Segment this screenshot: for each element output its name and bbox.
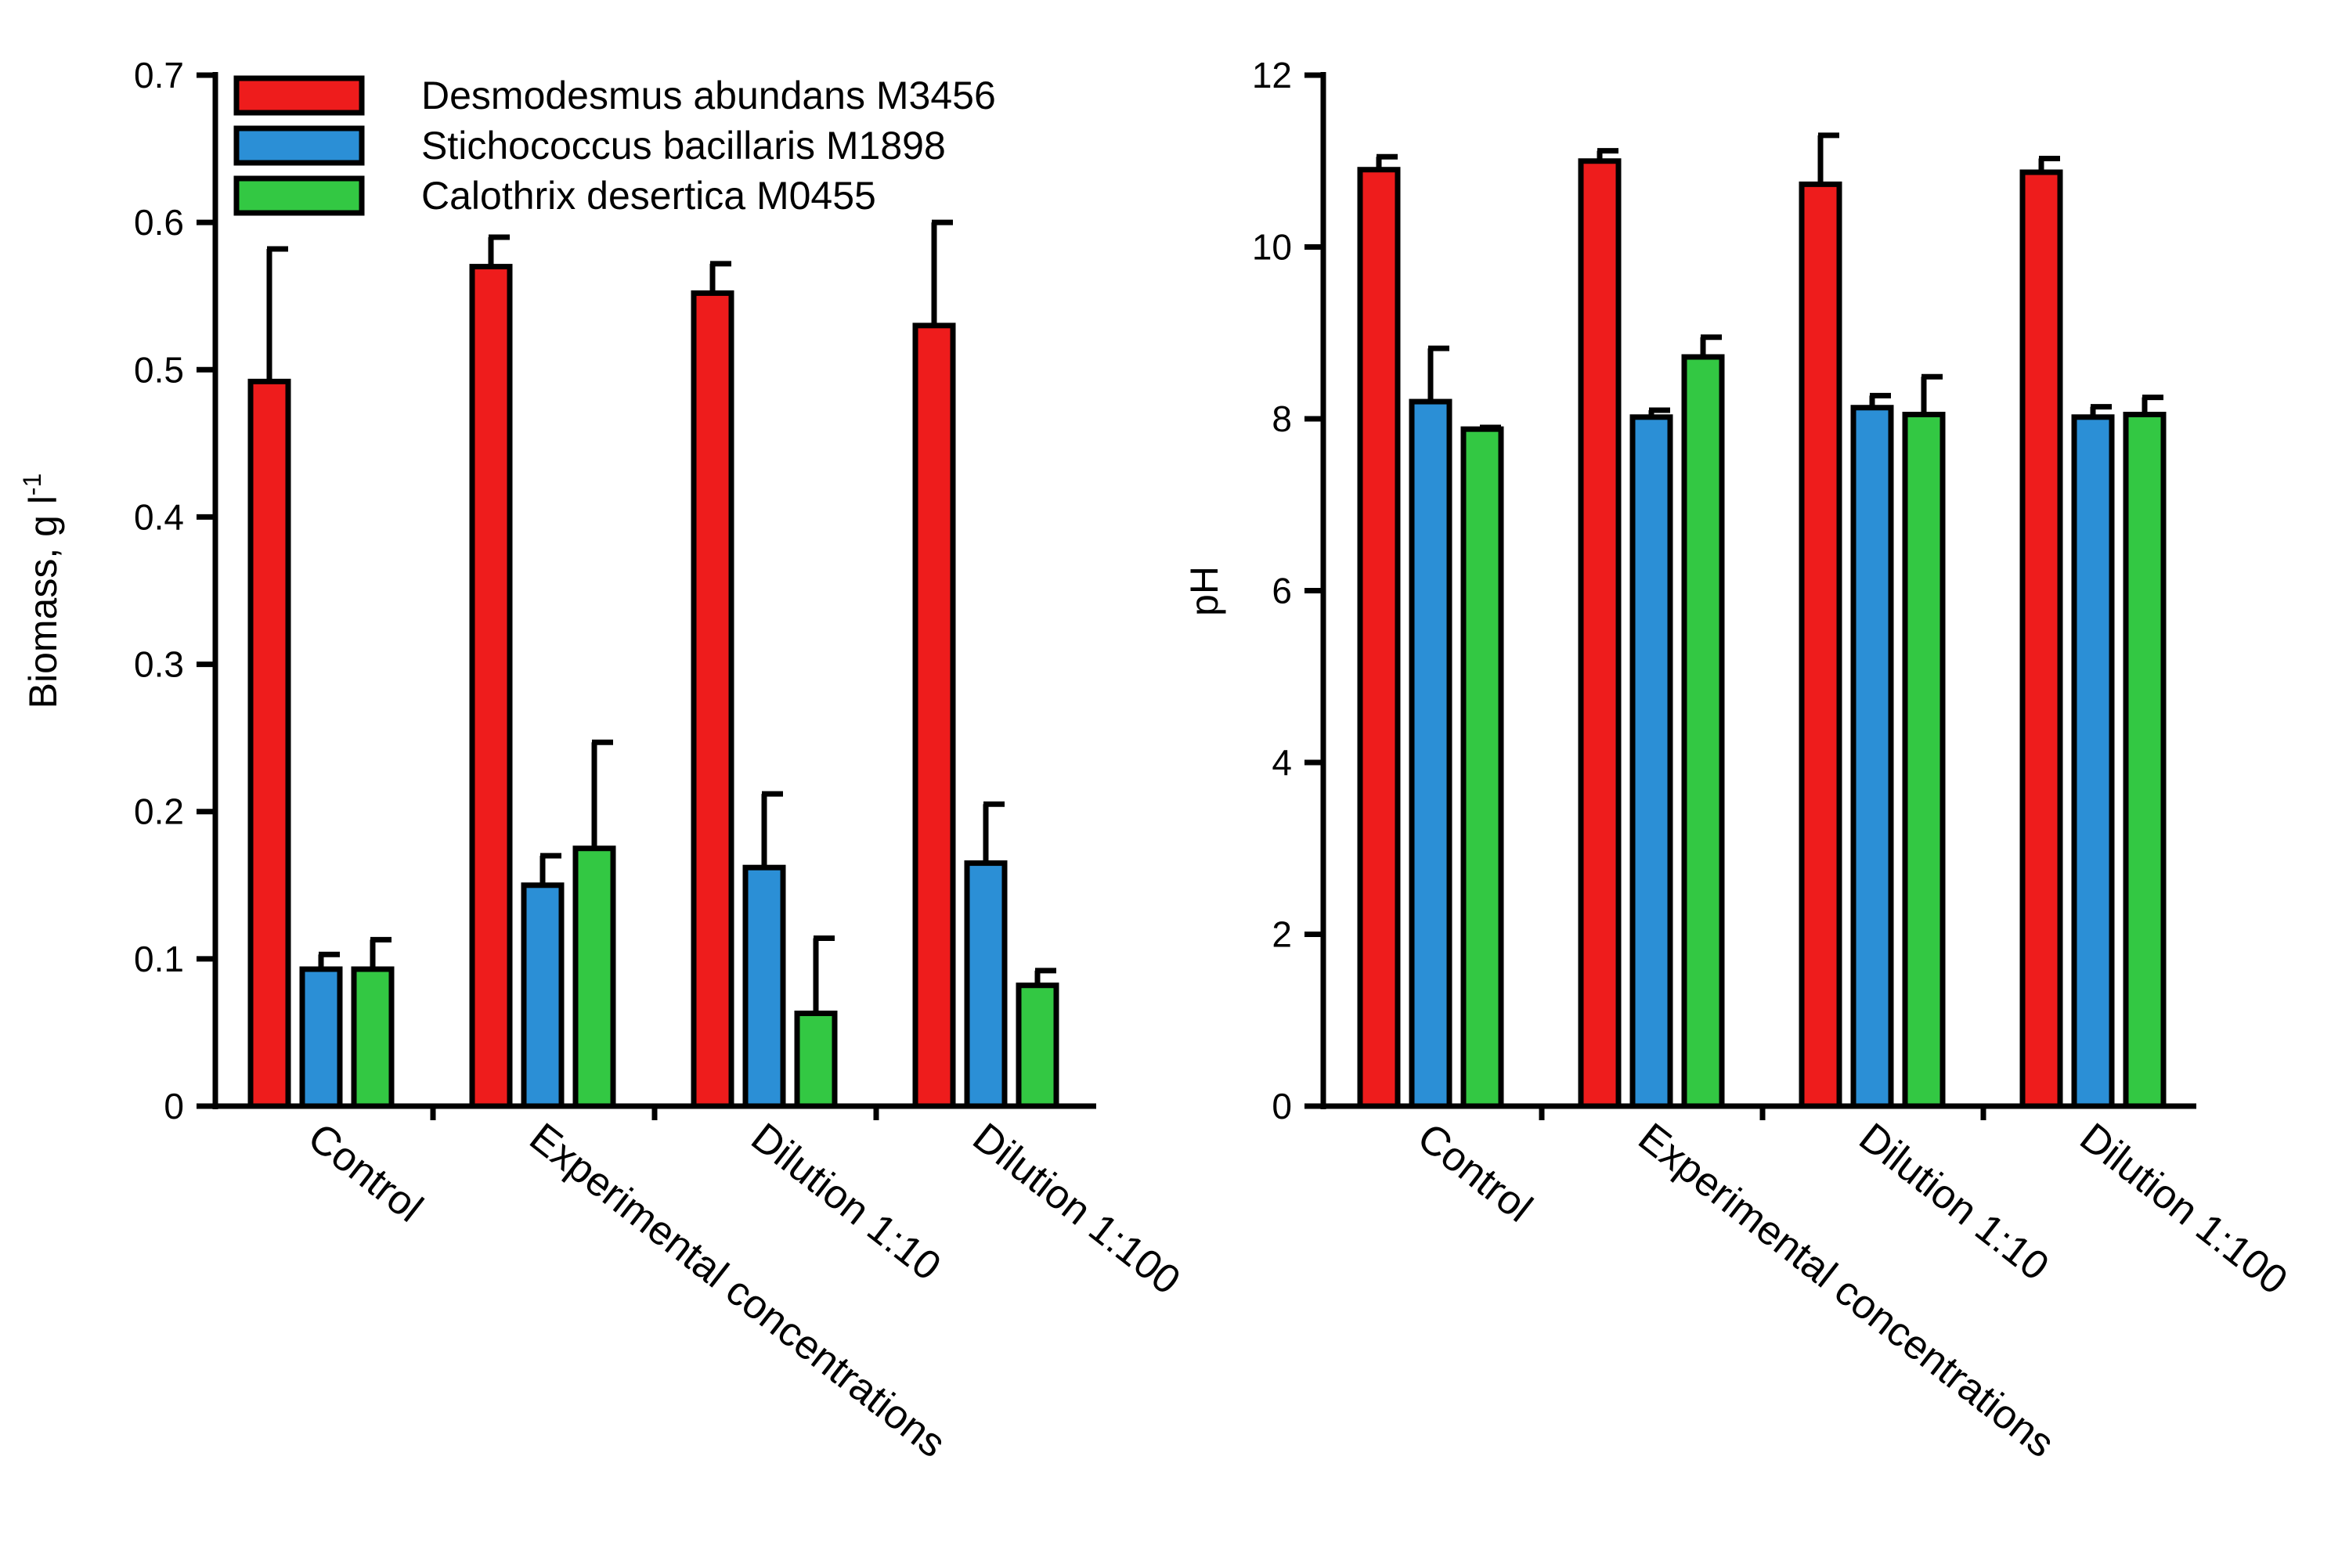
y-axis-title-superscript: -1 xyxy=(18,474,46,496)
y-tick-label: 0.6 xyxy=(134,202,184,243)
bar xyxy=(469,264,513,1109)
bar xyxy=(1681,354,1725,1109)
legend-swatch xyxy=(233,125,365,166)
y-tick-label: 0.4 xyxy=(134,496,184,537)
y-tick-label: 0.1 xyxy=(134,939,184,979)
y-axis-title-text: pH xyxy=(1182,566,1226,616)
bar xyxy=(742,864,786,1109)
legend-swatch xyxy=(233,75,365,116)
legend-label: Calothrix desertica M0455 xyxy=(421,174,876,218)
category-label: Dilution 1:100 xyxy=(2072,1115,2296,1303)
y-tick-label: 10 xyxy=(1252,227,1292,268)
bar xyxy=(794,1010,838,1109)
legend: Desmodesmus abundans M3456 Stichococcus b… xyxy=(233,74,996,218)
legend-label: Desmodesmus abundans M3456 xyxy=(421,74,996,117)
bar xyxy=(2019,169,2063,1109)
bar xyxy=(572,845,616,1109)
bar xyxy=(1016,982,1059,1109)
bar xyxy=(964,860,1008,1109)
category-label: Experimental concentrations xyxy=(1630,1115,2063,1467)
legend-label: Stichococcus bacillaris M1898 xyxy=(421,124,946,168)
y-tick-label: 2 xyxy=(1272,914,1292,955)
bar xyxy=(1357,167,1401,1109)
y-tick-label: 0.7 xyxy=(134,55,184,96)
bar xyxy=(299,966,343,1109)
y-tick-label: 4 xyxy=(1272,742,1292,783)
bar xyxy=(2123,412,2167,1109)
bar xyxy=(691,290,734,1109)
y-axis-title: Biomass, g l-1 xyxy=(18,474,65,709)
y-tick-label: 0.3 xyxy=(134,644,184,685)
bar xyxy=(1799,181,1842,1109)
y-tick-label: 6 xyxy=(1272,571,1292,611)
y-tick-label: 12 xyxy=(1252,55,1292,96)
y-tick-label: 8 xyxy=(1272,398,1292,439)
bar xyxy=(247,378,291,1109)
y-axis-title: pH xyxy=(1182,566,1226,616)
bar xyxy=(521,882,565,1109)
y-axis-title-text: Biomass, g l xyxy=(21,496,65,708)
bar xyxy=(912,323,956,1109)
y-tick-label: 0.5 xyxy=(134,349,184,390)
y-tick-label: 0 xyxy=(1272,1086,1292,1126)
bar xyxy=(1578,158,1622,1109)
bar xyxy=(351,966,395,1109)
category-label: Dilution 1:10 xyxy=(743,1115,950,1290)
category-label: Control xyxy=(300,1115,431,1231)
ph-panel: 0 2 4 6 8 10 12 Control Experimental concentrati… xyxy=(1182,55,2296,1466)
legend-swatch xyxy=(233,175,365,216)
bar xyxy=(1460,426,1504,1109)
bar xyxy=(1850,405,1894,1109)
y-tick-label: 0.2 xyxy=(134,791,184,832)
y-tick-label: 0 xyxy=(164,1086,184,1126)
category-label: Dilution 1:100 xyxy=(965,1115,1189,1303)
category-label: Experimental concentrations xyxy=(521,1115,954,1467)
bar xyxy=(1409,398,1452,1109)
biomass-panel: 0 0.1 0.2 0.3 0.4 0.5 0.6 0.7 Control Experimenta… xyxy=(18,55,1189,1466)
category-label: Control xyxy=(1409,1115,1541,1231)
bar xyxy=(1629,414,1673,1109)
category-label: Dilution 1:10 xyxy=(1851,1115,2058,1290)
bar xyxy=(1902,412,1946,1109)
bar xyxy=(2071,414,2115,1109)
